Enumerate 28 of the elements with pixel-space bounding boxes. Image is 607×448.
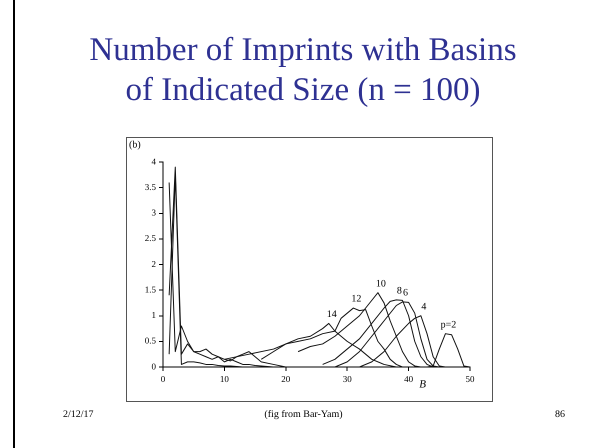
- x-tick-label: 10: [220, 374, 230, 384]
- series-label: 6: [402, 288, 408, 299]
- x-axis-title: B: [419, 378, 426, 390]
- chart-title: Number of Imprints with Basins of Indicated Size (n = 100): [88, 31, 518, 110]
- y-tick-label: 4: [152, 156, 156, 166]
- y-tick-label: 2: [152, 258, 156, 269]
- x-tick-label: 30: [342, 374, 352, 384]
- series-label: p=2: [440, 319, 456, 330]
- y-tick-label: 1.5: [144, 284, 156, 294]
- series-label: 10: [376, 278, 386, 290]
- y-tick-label: 3.5: [144, 182, 156, 192]
- series-label: 14: [326, 309, 337, 320]
- text: (b): [129, 140, 141, 151]
- y-tick-label: 3: [152, 208, 156, 218]
- y-tick-label: 0.5: [144, 336, 156, 346]
- series-label: 8: [396, 285, 402, 296]
- y-tick-label: 0: [152, 361, 156, 372]
- text: 86: [555, 409, 565, 420]
- series-label: 12: [351, 294, 362, 305]
- text: 2/12/17: [63, 409, 94, 420]
- x-tick-label: 50: [466, 374, 475, 384]
- x-tick-label: 0: [160, 374, 166, 384]
- x-tick-label: 20: [281, 374, 291, 384]
- text: (fig from Bar-Yam): [264, 409, 343, 420]
- x-tick-label: 40: [404, 374, 414, 384]
- y-tick-label: 2.5: [144, 233, 156, 244]
- y-tick-label: 1: [152, 310, 156, 320]
- series-label: 4: [421, 301, 426, 312]
